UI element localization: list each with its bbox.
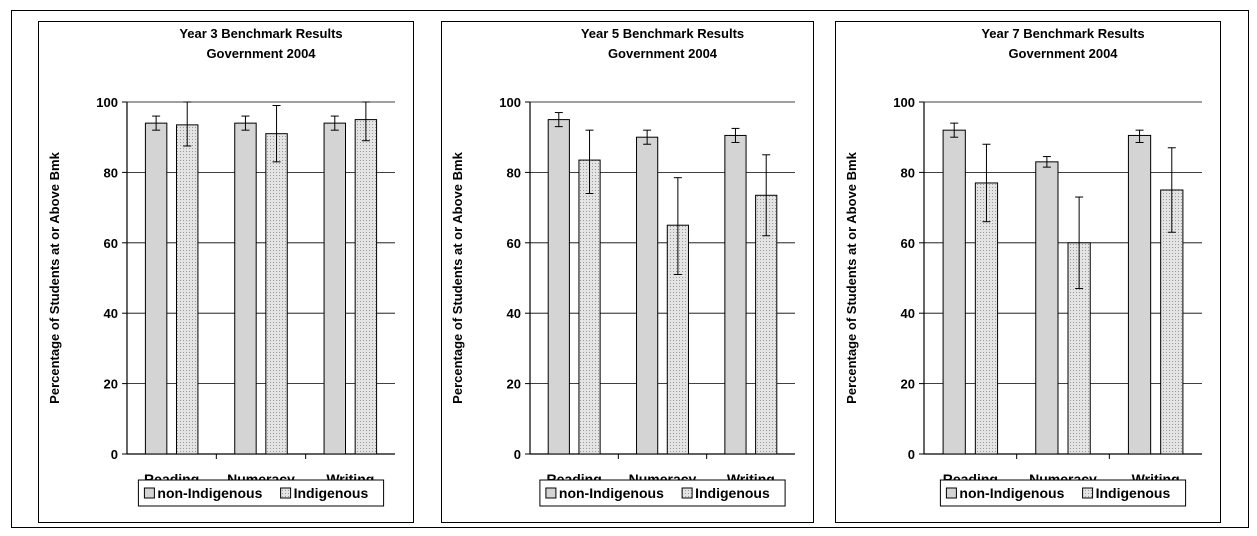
- bar-non-indigenous-reading: [547, 119, 570, 455]
- y-tick-label: 100: [893, 95, 915, 110]
- chart-title-line: Government 2004: [608, 46, 718, 61]
- chart-panel-year-7: Year 7 Benchmark Results Government 2004 P…: [835, 21, 1221, 523]
- legend-label-indigenous: Indigenous: [695, 485, 770, 501]
- bar-indigenous-numeracy: [265, 133, 288, 455]
- bar-non-indigenous-reading: [144, 122, 168, 455]
- bar-indigenous-reading: [175, 124, 199, 455]
- y-tick-label: 0: [908, 447, 915, 462]
- y-tick-label: 60: [104, 236, 118, 251]
- y-tick-label: 0: [111, 447, 118, 462]
- bar-non-indigenous-writing: [1127, 134, 1152, 455]
- legend-swatch-indigenous: [280, 487, 292, 499]
- chart-panel-year-5: Year 5 Benchmark Results Government 2004 P…: [441, 21, 814, 523]
- legend-swatch-indigenous: [681, 487, 693, 499]
- chart-title-line: Government 2004: [1008, 46, 1118, 61]
- y-tick-label: 80: [901, 165, 915, 180]
- chart-year-3: Year 3 Benchmark Results Government 2004 P…: [47, 26, 395, 507]
- legend-swatch-non-indigenous: [945, 487, 957, 499]
- bar-non-indigenous-numeracy: [1035, 161, 1059, 455]
- y-tick-label: 80: [104, 165, 118, 180]
- legend: non-Indigenous Indigenous: [939, 479, 1187, 507]
- y-tick-label: 80: [507, 165, 521, 180]
- y-tick-label: 0: [514, 447, 521, 462]
- chart-year-5: Year 5 Benchmark Results Government 2004 P…: [450, 26, 795, 507]
- y-tick-label: 20: [104, 377, 118, 392]
- bar-indigenous-reading: [578, 159, 601, 455]
- bar-non-indigenous-reading: [942, 129, 966, 455]
- legend-box: [939, 479, 1187, 507]
- y-axis-label: Percentage of Students at or Above Bmk: [47, 151, 62, 403]
- legend-box: [137, 479, 385, 507]
- legend-swatch-non-indigenous: [545, 487, 557, 499]
- y-tick-label: 40: [901, 306, 915, 321]
- legend-label-indigenous: Indigenous: [1096, 485, 1171, 501]
- legend-swatch-non-indigenous: [143, 487, 155, 499]
- y-tick-label: 100: [96, 95, 118, 110]
- legend: non-Indigenous Indigenous: [137, 479, 385, 507]
- legend-label-indigenous: Indigenous: [294, 485, 369, 501]
- legend-label-non-indigenous: non-Indigenous: [157, 485, 262, 501]
- legend-label-non-indigenous: non-Indigenous: [959, 485, 1064, 501]
- bar-non-indigenous-writing: [724, 134, 747, 455]
- y-tick-label: 60: [507, 236, 521, 251]
- bar-indigenous-writing: [354, 119, 378, 455]
- bar-non-indigenous-numeracy: [636, 136, 659, 455]
- legend-box: [539, 479, 786, 507]
- y-tick-label: 60: [901, 236, 915, 251]
- chart-year-7: Year 7 Benchmark Results Government 2004 P…: [844, 26, 1202, 507]
- chart-title-line: Year 3 Benchmark Results: [179, 26, 342, 41]
- y-tick-label: 40: [507, 306, 521, 321]
- legend: non-Indigenous Indigenous: [539, 479, 786, 507]
- y-tick-label: 20: [901, 377, 915, 392]
- chart-title-line: Government 2004: [206, 46, 316, 61]
- bar-non-indigenous-writing: [323, 122, 347, 455]
- y-tick-label: 20: [507, 377, 521, 392]
- y-axis-label: Percentage of Students at or Above Bmk: [844, 151, 859, 403]
- legend-label-non-indigenous: non-Indigenous: [559, 485, 664, 501]
- bar-non-indigenous-numeracy: [234, 122, 257, 455]
- figure-frame: Year 3 Benchmark Results Government 2004 P…: [11, 10, 1249, 528]
- y-axis-label: Percentage of Students at or Above Bmk: [450, 151, 465, 403]
- y-tick-label: 40: [104, 306, 118, 321]
- legend-swatch-indigenous: [1082, 487, 1094, 499]
- bar-indigenous-reading: [974, 182, 999, 455]
- chart-panel-year-3: Year 3 Benchmark Results Government 2004 P…: [38, 21, 414, 523]
- y-tick-label: 100: [499, 95, 521, 110]
- chart-title-line: Year 5 Benchmark Results: [581, 26, 744, 41]
- chart-title-line: Year 7 Benchmark Results: [981, 26, 1144, 41]
